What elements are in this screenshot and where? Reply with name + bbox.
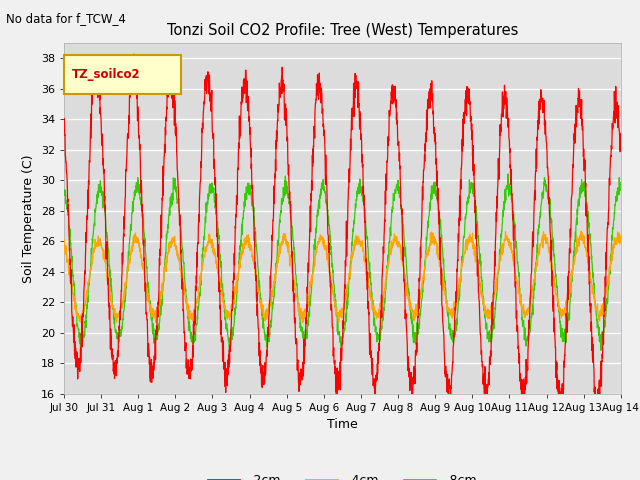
Title: Tonzi Soil CO2 Profile: Tree (West) Temperatures: Tonzi Soil CO2 Profile: Tree (West) Temp…	[166, 23, 518, 38]
Text: TZ_soilco2: TZ_soilco2	[72, 68, 141, 81]
X-axis label: Time: Time	[327, 418, 358, 431]
Legend: -2cm, -4cm, -8cm: -2cm, -4cm, -8cm	[204, 469, 481, 480]
FancyBboxPatch shape	[64, 56, 181, 94]
Text: No data for f_TCW_4: No data for f_TCW_4	[6, 12, 126, 25]
Y-axis label: Soil Temperature (C): Soil Temperature (C)	[22, 154, 35, 283]
